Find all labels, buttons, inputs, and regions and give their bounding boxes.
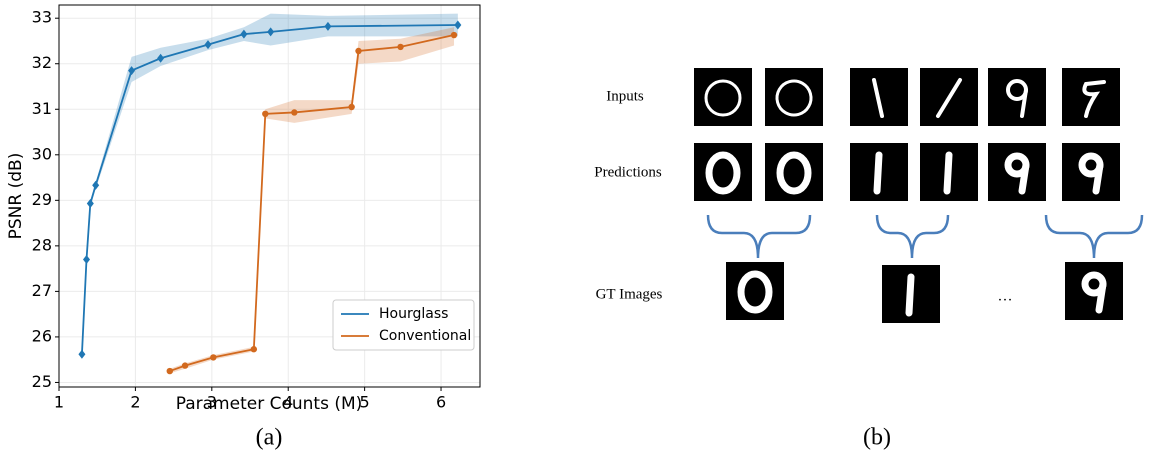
image-bg <box>1062 68 1120 126</box>
bracket <box>875 214 950 259</box>
marker <box>262 110 269 118</box>
marker <box>181 362 189 369</box>
marker <box>83 255 91 265</box>
digit-image <box>1062 68 1120 126</box>
legend-label: Conventional <box>379 328 471 344</box>
image-bg <box>765 68 823 126</box>
marker <box>348 103 355 111</box>
marker <box>157 53 165 63</box>
marker <box>166 367 173 375</box>
digit-image <box>1062 143 1120 201</box>
marker <box>78 349 86 359</box>
y-axis-label: PSNR (dB) <box>6 153 26 240</box>
y-tick-label: 28 <box>32 235 52 254</box>
marker <box>210 354 217 361</box>
y-tick-label: 25 <box>32 372 52 391</box>
digit-image <box>850 68 908 126</box>
marker <box>86 199 94 209</box>
marker <box>355 47 362 55</box>
digit-stroke <box>943 151 953 195</box>
row-label: GT Images <box>596 286 663 302</box>
marker <box>267 27 275 37</box>
caption: (a) <box>256 425 283 451</box>
marker <box>240 29 248 39</box>
plot-frame <box>58 4 481 388</box>
digit-image <box>988 68 1046 126</box>
marker <box>204 40 212 50</box>
ellipsis: … <box>998 288 1013 304</box>
marker <box>128 66 136 76</box>
y-tick-label: 31 <box>32 99 52 118</box>
y-tick-label: 27 <box>32 281 52 300</box>
marker <box>92 180 100 190</box>
digit-image <box>765 68 823 126</box>
digit-image <box>1065 262 1123 320</box>
brackets <box>706 214 1144 259</box>
digit-stroke <box>872 78 884 118</box>
digit-stroke <box>776 151 812 195</box>
x-axis-label: Parameter Counts (M) <box>176 394 363 414</box>
digit-stroke <box>1018 161 1030 195</box>
series-line <box>169 34 455 372</box>
digit-image <box>988 143 1046 201</box>
digit-stroke <box>775 79 813 117</box>
digit-stroke <box>873 151 883 195</box>
digit-stroke <box>705 151 741 195</box>
digit-image <box>726 262 784 320</box>
digit-stroke <box>1092 161 1104 195</box>
x-tick-label: 5 <box>360 393 370 412</box>
digit-stroke <box>936 78 962 118</box>
marker <box>450 31 458 39</box>
digit-image <box>882 265 940 323</box>
x-tick-label: 6 <box>436 393 446 412</box>
digit-stroke <box>1082 80 1106 118</box>
digit-stroke <box>1020 88 1028 118</box>
digit-stroke <box>1095 280 1107 314</box>
marker <box>397 43 404 51</box>
digit-stroke <box>737 270 773 314</box>
digit-image <box>694 68 752 126</box>
marker <box>250 346 258 353</box>
caption: (b) <box>863 425 891 451</box>
row-label: Inputs <box>606 88 644 104</box>
digit-image <box>694 143 752 201</box>
legend-label: Hourglass <box>379 306 448 322</box>
digit-image <box>920 143 978 201</box>
bracket <box>706 214 812 259</box>
digit-images <box>694 68 1123 323</box>
y-tick-label: 30 <box>32 144 52 163</box>
digit-image <box>920 68 978 126</box>
marker <box>291 109 298 116</box>
digit-image <box>765 143 823 201</box>
y-tick-label: 33 <box>32 8 52 27</box>
x-tick-label: 2 <box>130 393 140 412</box>
x-tick-label: 3 <box>207 393 217 412</box>
bracket <box>1044 214 1144 259</box>
y-tick-label: 29 <box>32 190 52 209</box>
digit-stroke <box>704 79 742 117</box>
marker <box>454 20 462 30</box>
x-tick-label: 1 <box>54 393 64 412</box>
row-label: Predictions <box>594 164 662 180</box>
image-bg <box>694 68 752 126</box>
x-tick-label: 4 <box>283 393 293 412</box>
digit-image <box>850 143 908 201</box>
legend-box <box>332 299 475 351</box>
y-tick-label: 32 <box>32 53 52 72</box>
marker <box>324 21 332 31</box>
digit-stroke <box>905 273 915 317</box>
y-tick-label: 26 <box>32 326 52 345</box>
